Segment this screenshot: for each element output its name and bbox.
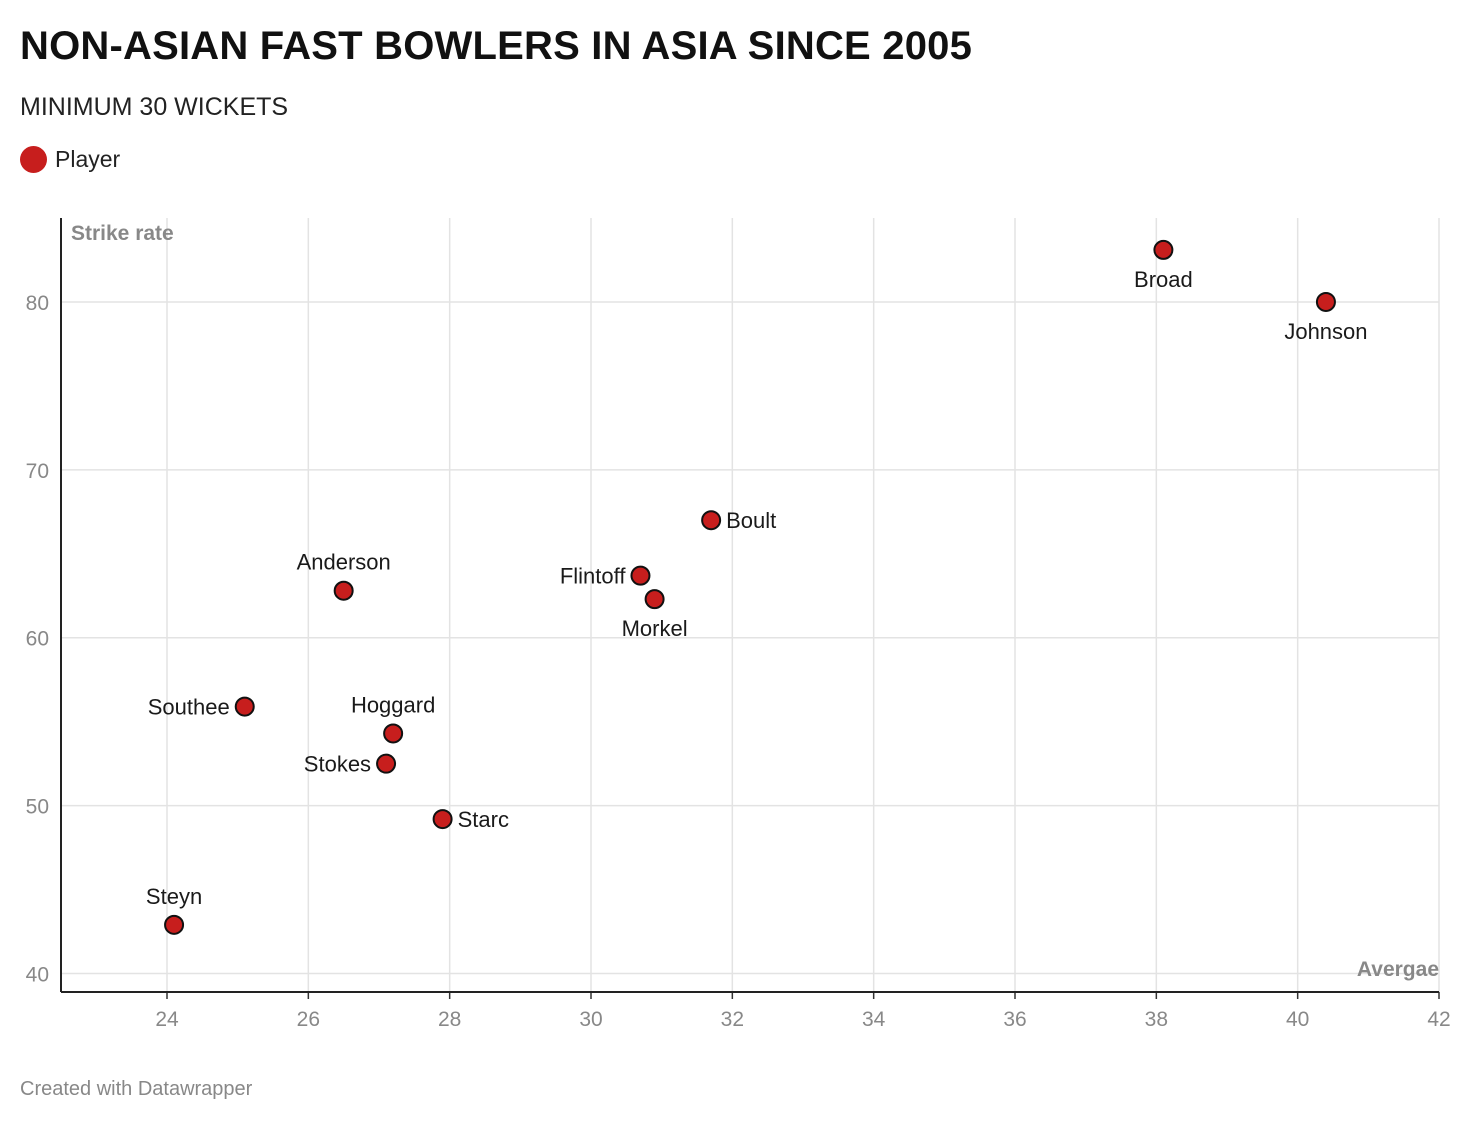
point-labels: Broad Johnson Boult Flintoff Morkel Anderson S…: [146, 267, 1368, 909]
data-point: [1153, 239, 1174, 260]
x-tick-label: 38: [1145, 1008, 1168, 1031]
data-label: Anderson: [297, 550, 391, 575]
data-label: Morkel: [622, 616, 688, 641]
y-tick-label: 80: [26, 292, 49, 315]
axes: [60, 218, 1439, 993]
y-tick-label: 50: [26, 796, 49, 819]
data-point: [376, 753, 397, 774]
x-axis-title: Avergae: [1357, 958, 1439, 981]
data-points: [164, 239, 1336, 935]
data-label: Hoggard: [351, 692, 435, 717]
data-label: Flintoff: [560, 564, 627, 589]
y-tick-label: 40: [26, 964, 49, 987]
data-label: Steyn: [146, 884, 202, 909]
x-tick-label: 28: [438, 1008, 461, 1031]
x-tick-label: 40: [1286, 1008, 1309, 1031]
y-tick-label: 60: [26, 628, 49, 651]
tick-labels: 24 26 28 30 32 34 36 38 40 42 40 50 60 70 80: [26, 292, 1451, 1031]
x-tick-label: 42: [1427, 1008, 1450, 1031]
data-label: Johnson: [1284, 319, 1367, 344]
data-label: Boult: [726, 508, 776, 533]
legend-label-player: Player: [55, 146, 121, 172]
data-label: Broad: [1134, 267, 1193, 292]
data-point: [1315, 291, 1336, 312]
x-tick-label: 36: [1003, 1008, 1026, 1031]
data-point: [164, 914, 185, 935]
legend: Player: [20, 146, 120, 173]
x-tick-label: 30: [579, 1008, 602, 1031]
data-point: [432, 809, 453, 830]
y-tick-label: 70: [26, 460, 49, 483]
x-tick-label: 34: [862, 1008, 886, 1031]
footer-credit: Created with Datawrapper: [20, 1078, 253, 1100]
chart-subtitle: MINIMUM 30 WICKETS: [20, 93, 289, 121]
x-tick-label: 32: [721, 1008, 744, 1031]
chart-title: NON-ASIAN FAST BOWLERS IN ASIA SINCE 200…: [20, 24, 973, 68]
data-point: [630, 565, 651, 586]
data-point: [234, 696, 255, 717]
data-point: [383, 723, 404, 744]
data-point: [333, 580, 354, 601]
data-point: [701, 510, 722, 531]
legend-swatch-player: [20, 146, 47, 173]
x-tick-label: 26: [297, 1008, 320, 1031]
data-label: Southee: [148, 695, 230, 720]
data-label: Stokes: [304, 752, 371, 777]
y-axis-title: Strike rate: [71, 222, 174, 245]
data-point: [644, 589, 665, 610]
gridlines: [61, 218, 1440, 999]
data-label: Starc: [458, 807, 509, 832]
x-tick-label: 24: [155, 1008, 179, 1031]
